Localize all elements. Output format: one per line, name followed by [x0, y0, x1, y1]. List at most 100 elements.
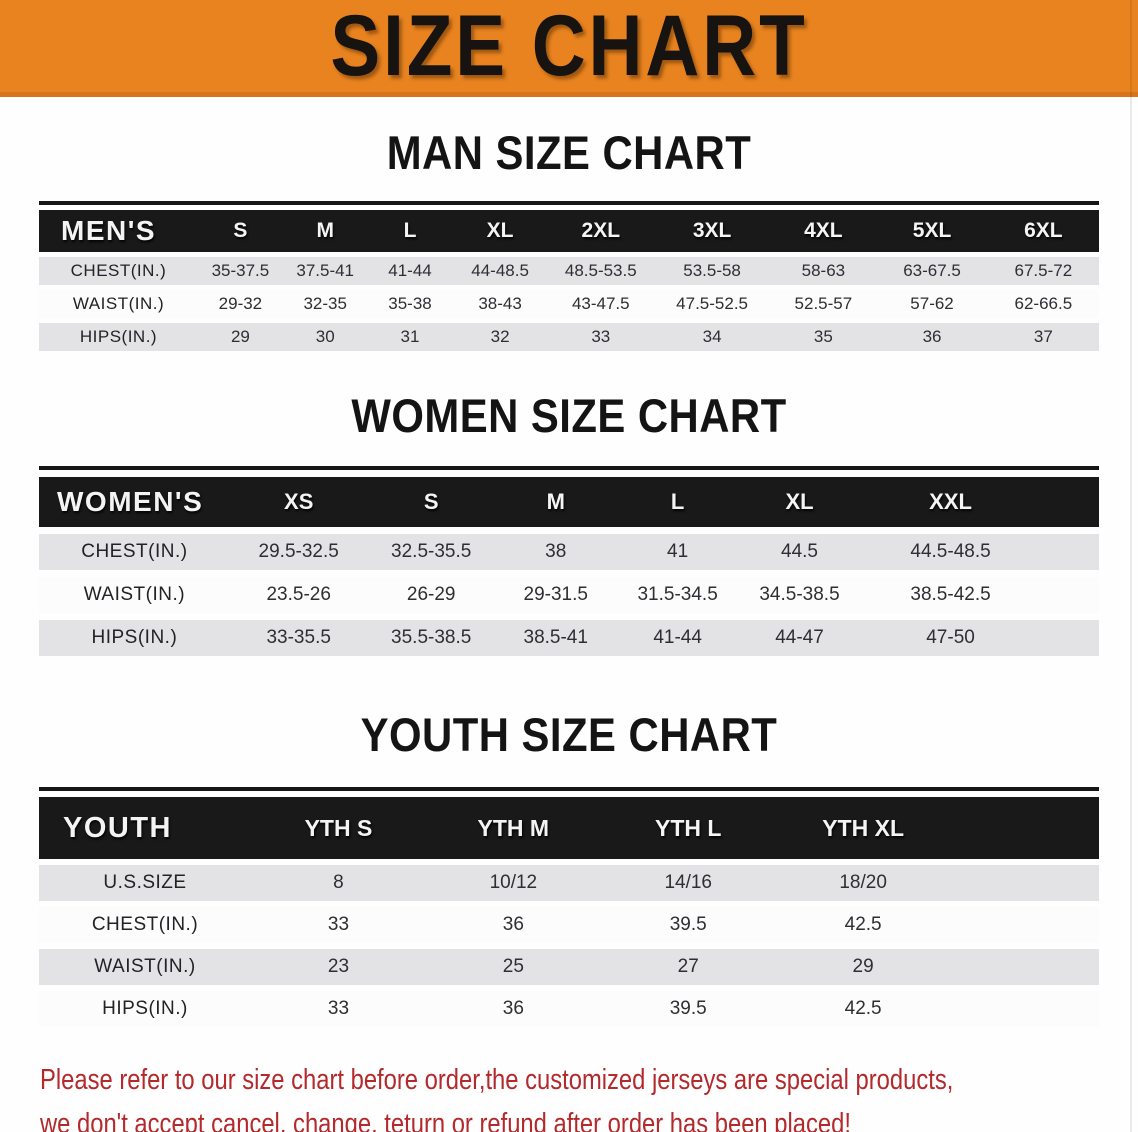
banner-title: SIZE CHART — [330, 0, 808, 94]
spacer-cell — [1040, 620, 1099, 656]
size-value-cell: 32 — [452, 323, 548, 351]
women-size-table: WOMEN'S XS S M L XL XXL CHEST(IN.) 29.5-… — [39, 466, 1099, 663]
size-value-cell: 42.5 — [775, 991, 951, 1027]
youth-column-header: YTH XL — [775, 797, 951, 859]
disclaimer-line-2: we don't accept cancel, change, teturn o… — [40, 1107, 851, 1132]
size-value-cell: 23 — [251, 949, 426, 985]
size-value-cell: 34 — [653, 323, 771, 351]
row-label: WAIST(IN.) — [39, 949, 251, 985]
size-value-cell: 38.5-41 — [494, 620, 617, 656]
size-value-cell: 41-44 — [616, 620, 739, 656]
youth-hips-row: HIPS(IN.) 33 36 39.5 42.5 — [39, 991, 1099, 1027]
women-column-header: XXL — [860, 477, 1041, 527]
size-value-cell: 42.5 — [775, 907, 951, 943]
row-label: HIPS(IN.) — [39, 991, 251, 1027]
size-value-cell: 33-35.5 — [229, 620, 368, 656]
women-header-row: WOMEN'S XS S M L XL XXL — [39, 477, 1099, 527]
women-chest-row: CHEST(IN.) 29.5-32.5 32.5-35.5 38 41 44.… — [39, 534, 1099, 570]
disclaimer-line-1: Please refer to our size chart before or… — [40, 1064, 954, 1096]
row-label: U.S.SIZE — [39, 865, 251, 901]
size-value-cell: 25 — [425, 949, 601, 985]
size-value-cell: 48.5-53.5 — [547, 257, 654, 285]
size-value-cell: 30 — [282, 323, 368, 351]
size-value-cell: 35.5-38.5 — [367, 620, 495, 656]
men-column-header: M — [282, 210, 368, 252]
size-value-cell: 37 — [987, 323, 1099, 351]
size-value-cell: 53.5-58 — [653, 257, 771, 285]
youth-column-header: YTH L — [600, 797, 776, 859]
size-value-cell: 34.5-38.5 — [738, 577, 861, 613]
youth-waist-row: WAIST(IN.) 23 25 27 29 — [39, 949, 1099, 985]
women-waist-row: WAIST(IN.) 23.5-26 26-29 29-31.5 31.5-34… — [39, 577, 1099, 613]
size-value-cell: 26-29 — [367, 577, 495, 613]
men-column-header: L — [367, 210, 453, 252]
spacer-cell — [1040, 477, 1099, 527]
men-size-table: MEN'S S M L XL 2XL 3XL 4XL 5XL 6XL CHEST… — [39, 201, 1099, 356]
size-value-cell: 29 — [198, 323, 283, 351]
size-value-cell: 43-47.5 — [547, 290, 654, 318]
women-column-header: S — [367, 477, 495, 527]
size-value-cell: 57-62 — [876, 290, 988, 318]
size-value-cell: 35-38 — [367, 290, 453, 318]
size-value-cell: 52.5-57 — [770, 290, 877, 318]
size-value-cell: 18/20 — [775, 865, 951, 901]
size-value-cell: 36 — [425, 991, 601, 1027]
size-value-cell: 39.5 — [600, 907, 776, 943]
youth-ussize-row: U.S.SIZE 8 10/12 14/16 18/20 — [39, 865, 1099, 901]
size-value-cell: 41 — [616, 534, 739, 570]
size-value-cell: 36 — [425, 907, 601, 943]
row-label: HIPS(IN.) — [39, 620, 230, 656]
size-value-cell: 47.5-52.5 — [653, 290, 771, 318]
size-value-cell: 63-67.5 — [876, 257, 988, 285]
men-chest-row: CHEST(IN.) 35-37.5 37.5-41 41-44 44-48.5… — [39, 257, 1099, 285]
men-waist-row: WAIST(IN.) 29-32 32-35 35-38 38-43 43-47… — [39, 290, 1099, 318]
youth-corner-label: YOUTH — [39, 797, 251, 859]
size-value-cell: 31.5-34.5 — [616, 577, 739, 613]
size-value-cell: 35-37.5 — [198, 257, 283, 285]
size-value-cell: 41-44 — [367, 257, 453, 285]
size-value-cell: 31 — [367, 323, 453, 351]
size-value-cell: 62-66.5 — [987, 290, 1099, 318]
women-corner-label: WOMEN'S — [39, 477, 230, 527]
spacer-cell — [950, 991, 1099, 1027]
men-column-header: XL — [452, 210, 548, 252]
spacer-cell — [950, 797, 1099, 859]
size-value-cell: 38 — [494, 534, 617, 570]
size-value-cell: 35 — [770, 323, 877, 351]
row-label: WAIST(IN.) — [39, 290, 198, 318]
size-value-cell: 37.5-41 — [282, 257, 368, 285]
youth-section-heading: YOUTH SIZE CHART — [360, 707, 778, 762]
size-value-cell: 33 — [251, 907, 426, 943]
row-label: CHEST(IN.) — [39, 907, 251, 943]
size-value-cell: 27 — [600, 949, 776, 985]
size-value-cell: 29 — [775, 949, 951, 985]
youth-column-header: YTH M — [425, 797, 601, 859]
size-value-cell: 44.5-48.5 — [860, 534, 1041, 570]
row-label: CHEST(IN.) — [39, 257, 198, 285]
size-value-cell: 47-50 — [860, 620, 1041, 656]
youth-chest-row: CHEST(IN.) 33 36 39.5 42.5 — [39, 907, 1099, 943]
size-value-cell: 29-31.5 — [494, 577, 617, 613]
women-column-header: L — [616, 477, 739, 527]
size-value-cell: 67.5-72 — [987, 257, 1099, 285]
men-column-header: 3XL — [653, 210, 771, 252]
size-value-cell: 14/16 — [600, 865, 776, 901]
size-value-cell: 29-32 — [198, 290, 283, 318]
spacer-cell — [1040, 577, 1099, 613]
banner: SIZE CHART — [0, 0, 1138, 97]
youth-column-header: YTH S — [251, 797, 426, 859]
spacer-cell — [950, 949, 1099, 985]
youth-header-row: YOUTH YTH S YTH M YTH L YTH XL — [39, 797, 1099, 859]
size-value-cell: 8 — [251, 865, 426, 901]
size-value-cell: 32.5-35.5 — [367, 534, 495, 570]
women-column-header: XL — [738, 477, 861, 527]
women-hips-row: HIPS(IN.) 33-35.5 35.5-38.5 38.5-41 41-4… — [39, 620, 1099, 656]
size-value-cell: 33 — [547, 323, 654, 351]
size-value-cell: 32-35 — [282, 290, 368, 318]
size-value-cell: 44-48.5 — [452, 257, 548, 285]
size-value-cell: 39.5 — [600, 991, 776, 1027]
women-column-header: XS — [229, 477, 368, 527]
men-section-heading: MAN SIZE CHART — [386, 125, 752, 180]
men-column-header: 6XL — [987, 210, 1099, 252]
men-column-header: 4XL — [770, 210, 877, 252]
